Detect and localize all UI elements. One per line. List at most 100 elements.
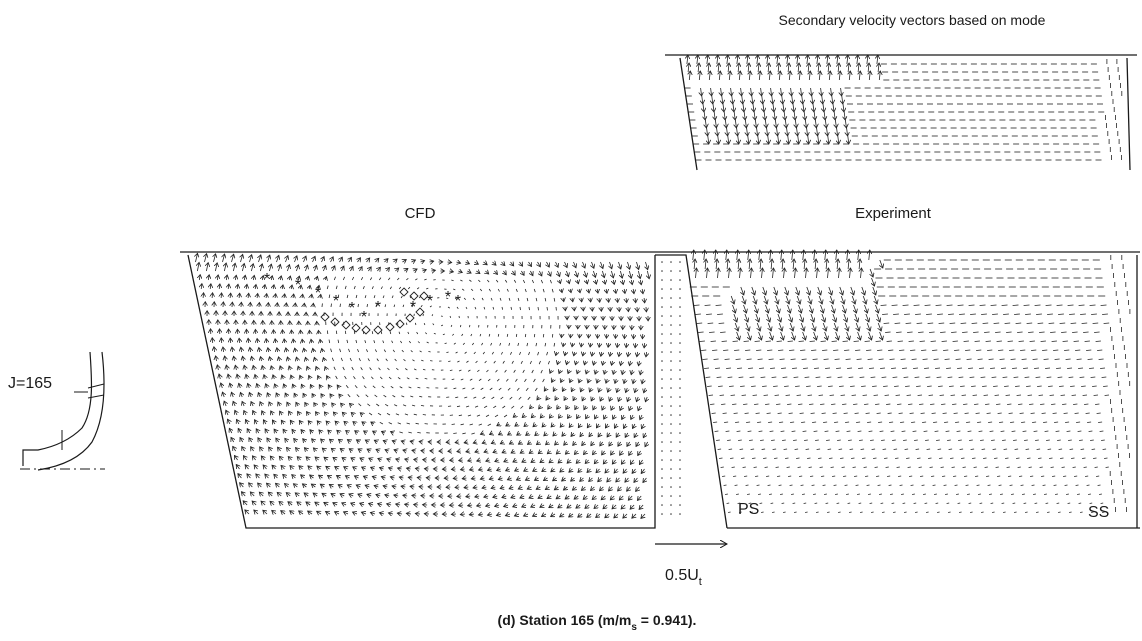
velocity-vector [906,458,909,459]
velocity-vector [224,401,226,406]
velocity-vector [489,478,493,479]
velocity-vector [403,260,407,263]
velocity-vector [255,285,256,290]
velocity-vector [317,511,321,514]
velocity-vector [403,405,406,406]
velocity-vector [507,478,511,480]
velocity-vector [257,294,258,299]
velocity-vector [832,341,837,342]
velocity-vector [1104,458,1107,459]
velocity-vector [489,289,490,291]
velocity-vector [483,352,485,354]
velocity-vector [1094,395,1098,396]
velocity-vector [909,476,912,477]
velocity-vector [826,440,830,441]
velocity-vector [271,366,272,370]
velocity-vector [799,476,802,477]
velocity-vector [755,305,758,313]
velocity-vector [638,271,640,279]
velocity-vector [547,262,550,267]
diamond-marker [342,321,350,329]
velocity-vector [457,361,459,362]
velocity-vector [349,494,353,496]
velocity-vector [726,431,730,432]
velocity-vector [1009,413,1013,414]
velocity-vector [1081,386,1086,387]
velocity-vector [216,356,217,361]
velocity-vector [532,370,534,373]
velocity-vector [892,503,895,504]
velocity-vector [975,341,980,342]
velocity-vector [453,433,457,434]
velocity-vector [1004,449,1008,450]
velocity-vector [844,413,848,414]
velocity-vector [260,447,263,451]
velocity-vector [976,413,980,414]
velocity-vector [837,503,840,504]
velocity-vector [535,388,537,391]
velocity-vector [804,112,805,120]
velocity-vector [502,406,505,408]
velocity-vector [581,487,585,490]
velocity-vector [504,415,507,417]
velocity-vector [287,402,289,406]
velocity-vector [970,512,973,513]
velocity-vector [1085,476,1088,477]
velocity-vector [502,307,503,310]
velocity-vector [845,323,848,331]
velocity-vector [869,368,874,369]
velocity-vector [1044,494,1047,495]
velocity-vector [574,496,578,499]
velocity-vector [937,377,942,378]
velocity-vector [453,289,455,290]
velocity-vector [829,458,832,459]
velocity-vector [297,502,301,505]
velocity-vector [590,298,591,302]
velocity-vector [231,437,234,442]
velocity-vector [370,513,375,515]
velocity-vector [789,413,793,414]
velocity-vector [912,359,917,360]
velocity-vector [976,350,981,351]
velocity-vector [919,404,923,405]
velocity-vector [713,104,714,112]
velocity-vector [757,128,758,136]
velocity-vector [260,402,262,406]
velocity-vector [1095,404,1099,405]
velocity-vector [894,386,899,387]
velocity-vector [258,393,260,397]
velocity-vector [1034,368,1039,369]
velocity-vector [375,395,378,397]
velocity-vector [294,393,296,397]
velocity-vector [559,280,560,284]
velocity-vector [497,379,499,381]
velocity-vector [473,442,477,443]
velocity-vector [748,368,753,369]
velocity-vector [705,305,711,306]
velocity-vector [419,396,422,397]
velocity-vector [792,332,795,340]
diamond-marker [374,326,382,334]
velocity-vector [985,467,988,468]
velocity-vector [940,395,944,396]
velocity-vector [1012,368,1017,369]
velocity-vector [501,397,504,399]
velocity-vector [972,458,975,459]
velocity-vector [821,476,824,477]
velocity-vector [878,323,881,331]
velocity-vector [945,494,948,495]
blade-gap-dots [661,261,681,515]
velocity-vector [1020,350,1025,351]
velocity-vector [382,386,385,388]
velocity-vector [753,395,757,396]
velocity-vector [1082,323,1088,324]
velocity-vector [759,431,763,432]
velocity-vector [405,504,410,505]
velocity-vector [554,343,555,347]
velocity-vector [803,104,804,112]
velocity-vector [235,275,236,280]
velocity-vector [331,448,334,451]
velocity-vector [546,397,548,400]
grid-dot [670,279,672,281]
velocity-vector [362,422,365,424]
